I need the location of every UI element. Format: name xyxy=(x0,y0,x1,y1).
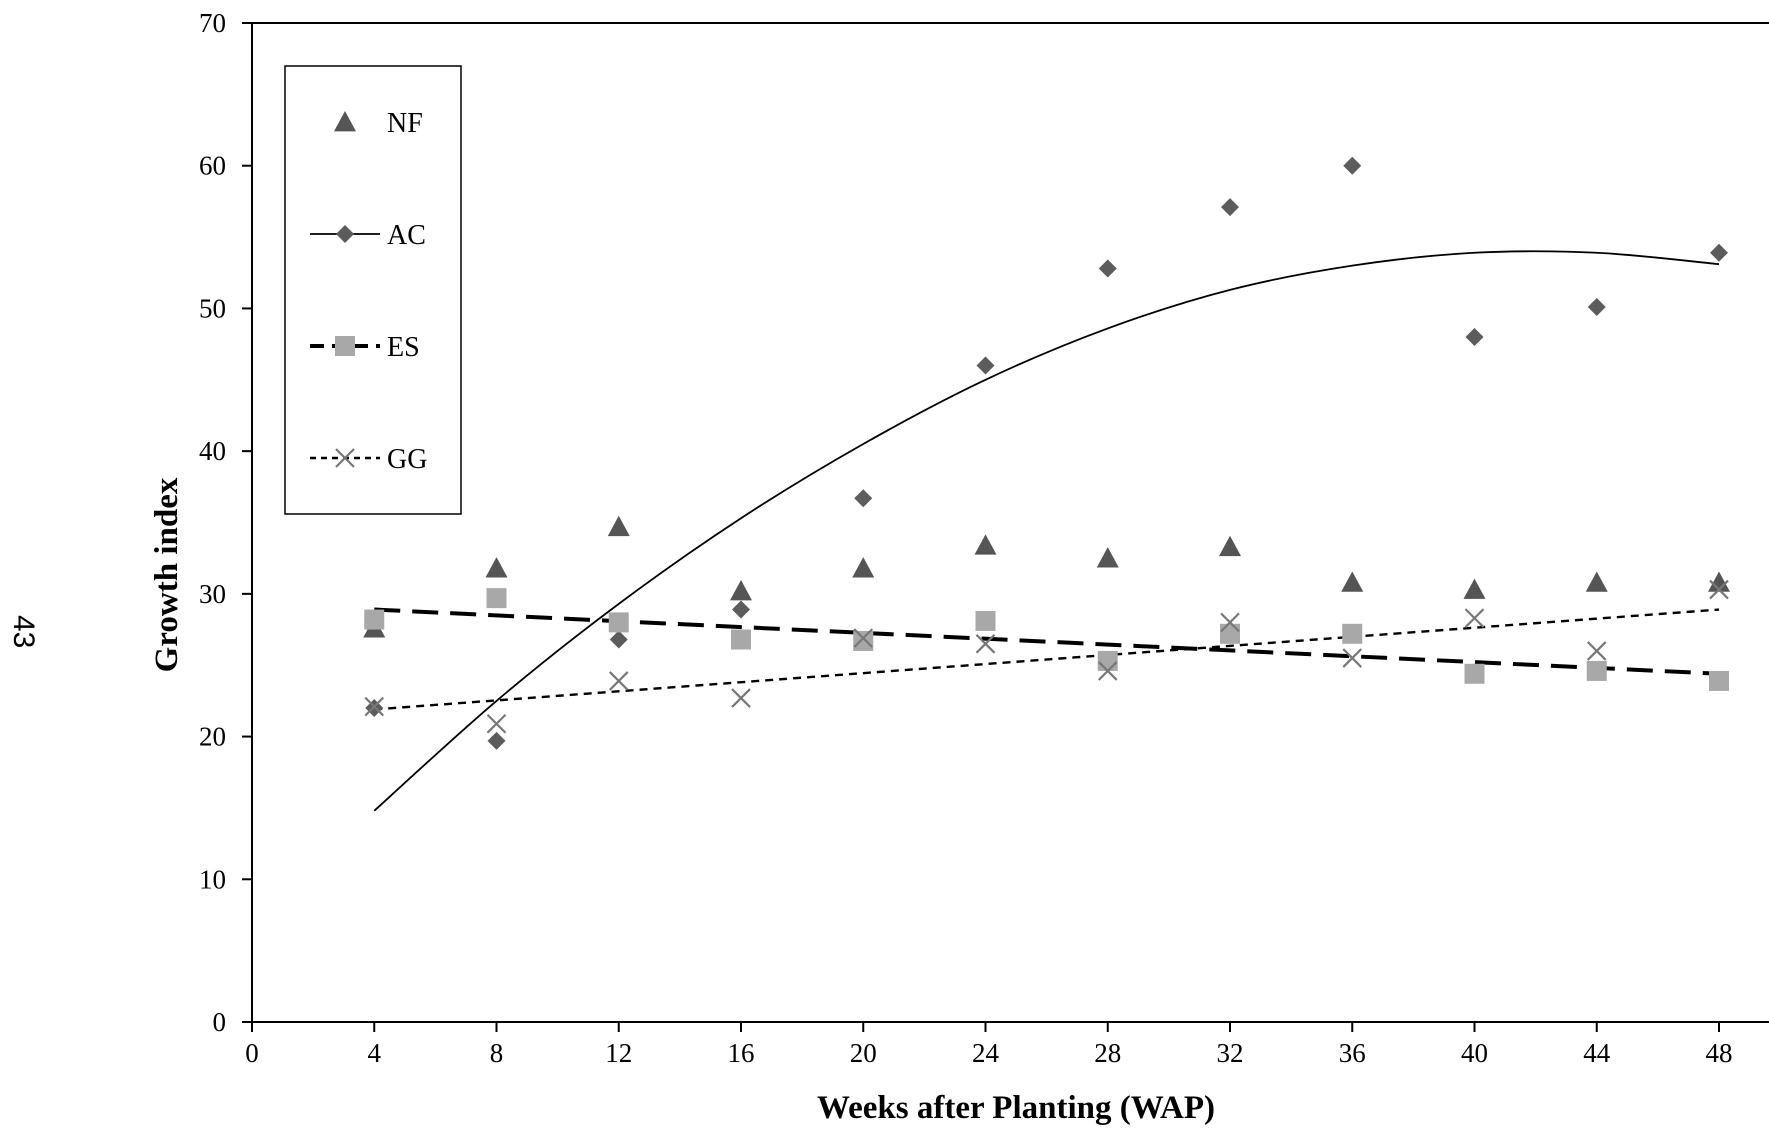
x-tick-label: 36 xyxy=(1339,1038,1366,1068)
data-point-gg xyxy=(731,688,751,708)
x-tick-label: 40 xyxy=(1461,1038,1488,1068)
data-point-ac xyxy=(1343,156,1362,175)
legend-label-es: ES xyxy=(387,332,420,363)
y-axis-title: Growth index xyxy=(149,477,185,672)
series-ac xyxy=(365,156,1728,750)
data-point-nf xyxy=(1341,571,1364,592)
y-tick-label: 60 xyxy=(199,151,226,181)
series-nf xyxy=(363,515,1730,638)
data-point-gg xyxy=(486,713,507,734)
data-point-es xyxy=(1220,623,1240,644)
data-point-ac xyxy=(976,356,995,375)
data-point-es xyxy=(1586,660,1607,681)
series-gg xyxy=(364,579,1729,734)
series-es xyxy=(364,588,1729,691)
data-point-gg xyxy=(364,696,385,717)
data-point-gg xyxy=(1464,608,1485,628)
legend-marker-ac xyxy=(336,225,354,243)
data-point-nf xyxy=(1096,547,1119,568)
data-point-gg xyxy=(1709,579,1729,600)
x-tick-label: 8 xyxy=(490,1038,504,1068)
y-tick-label: 10 xyxy=(199,864,226,894)
data-point-nf xyxy=(1585,571,1608,592)
legend-marker-gg xyxy=(335,448,355,468)
trendlines xyxy=(373,250,1720,812)
data-point-ac xyxy=(1098,259,1117,278)
data-point-gg xyxy=(1220,612,1240,633)
data-point-es xyxy=(975,610,996,631)
legend-marker-nf xyxy=(334,111,356,132)
data-point-gg xyxy=(608,671,629,691)
x-tick-label: 28 xyxy=(1094,1038,1121,1068)
data-point-es xyxy=(853,630,874,651)
trendline-es xyxy=(374,607,1720,676)
data-point-es xyxy=(608,612,629,633)
data-point-es xyxy=(731,629,751,650)
data-point-es xyxy=(486,588,507,609)
data-point-nf xyxy=(607,515,630,537)
y-tick-label: 50 xyxy=(199,293,226,323)
data-point-nf xyxy=(852,557,875,578)
data-point-gg xyxy=(853,628,874,648)
x-tick-label: 48 xyxy=(1706,1038,1733,1068)
y-tick-label: 30 xyxy=(199,579,226,609)
data-point-ac xyxy=(487,731,506,750)
data-point-es xyxy=(1464,663,1485,684)
y-tick-label: 20 xyxy=(199,722,226,752)
data-point-nf xyxy=(1219,535,1241,557)
x-axis: 0 4 8 12 16 20 24 28 32 36 40 44 48 xyxy=(245,1022,1733,1068)
legend-item-gg: GG xyxy=(310,444,427,475)
data-point-es xyxy=(1709,670,1729,691)
x-tick-label: 12 xyxy=(605,1038,632,1068)
legend-item-es: ES xyxy=(310,332,420,363)
data-point-ac xyxy=(1710,243,1728,262)
data-point-ac xyxy=(1465,327,1484,346)
trendline-gg xyxy=(374,608,1720,711)
plot-area xyxy=(251,22,1769,1023)
x-tick-label: 32 xyxy=(1217,1038,1244,1068)
data-point-nf xyxy=(1463,578,1486,599)
data-point-es xyxy=(1342,623,1363,644)
x-tick-label: 24 xyxy=(972,1038,1000,1068)
data-point-nf xyxy=(485,557,508,578)
legend-label-gg: GG xyxy=(387,444,427,475)
x-tick-label: 16 xyxy=(728,1038,755,1068)
x-axis-title: Weeks after Planting (WAP) xyxy=(817,1090,1215,1126)
data-point-gg xyxy=(975,634,996,654)
data-point-ac xyxy=(854,489,873,508)
data-markers xyxy=(363,156,1730,750)
data-point-gg xyxy=(1586,641,1607,661)
legend-label-ac: AC xyxy=(387,220,426,251)
y-tick-label: 0 xyxy=(213,1007,227,1037)
x-tick-label: 0 xyxy=(245,1038,259,1068)
legend-item-nf: NF xyxy=(334,108,423,139)
data-point-es xyxy=(1097,650,1118,671)
data-point-ac xyxy=(1587,298,1606,317)
legend-label-nf: NF xyxy=(387,108,423,139)
data-point-nf xyxy=(974,534,997,555)
data-point-gg xyxy=(1342,648,1363,668)
data-point-nf xyxy=(1708,571,1730,592)
y-tick-label: 40 xyxy=(199,436,226,466)
page-number: 43 xyxy=(7,615,40,648)
y-axis: 0 10 20 30 40 50 60 70 xyxy=(199,8,252,1037)
trendline-ac xyxy=(373,250,1720,812)
y-tick-label: 70 xyxy=(199,8,226,38)
legend-box xyxy=(284,65,462,515)
data-point-ac xyxy=(609,630,628,649)
legend: NF AC ES GG xyxy=(284,65,462,515)
x-tick-label: 20 xyxy=(850,1038,877,1068)
data-point-gg xyxy=(1097,661,1118,681)
data-point-es xyxy=(364,609,385,630)
data-point-ac xyxy=(1221,198,1239,217)
data-point-ac xyxy=(732,600,750,619)
x-tick-label: 44 xyxy=(1583,1038,1611,1068)
legend-marker-es xyxy=(335,336,355,356)
legend-item-ac: AC xyxy=(310,220,426,251)
data-point-nf xyxy=(730,580,752,601)
x-tick-label: 4 xyxy=(368,1038,382,1068)
